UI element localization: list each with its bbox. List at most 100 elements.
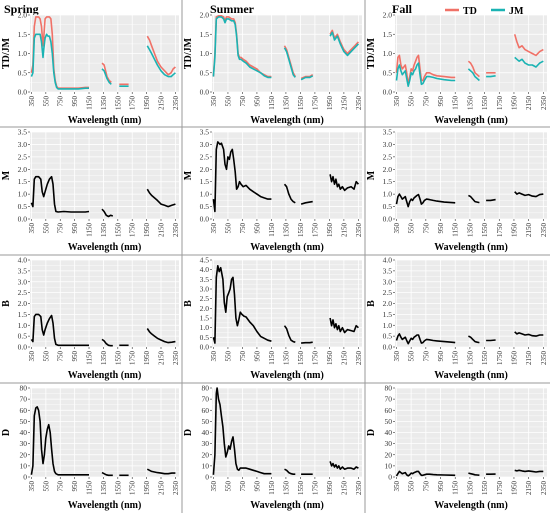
x-tick-label: 550 xyxy=(42,223,50,234)
y-axis-title: M xyxy=(183,170,194,180)
series-line-jm xyxy=(283,47,296,78)
x-tick-label: 1750 xyxy=(496,95,504,110)
y-tick-label: 40 xyxy=(202,428,210,437)
series-line-m xyxy=(212,141,272,213)
x-tick-label: 1750 xyxy=(496,480,504,495)
y-tick-label: 0 xyxy=(23,473,27,482)
series-line-m xyxy=(468,194,480,204)
x-tick-label: 1950 xyxy=(143,96,151,111)
series-line-td xyxy=(513,34,544,57)
x-tick-label: 750 xyxy=(57,481,65,492)
series-line-td xyxy=(467,60,480,78)
x-tick-label: 1150 xyxy=(86,481,94,495)
y-tick-label: 3.5 xyxy=(18,266,28,275)
y-tick-label: 0.0 xyxy=(18,343,28,352)
y-tick-label: 1.0 xyxy=(200,190,210,199)
x-tick-label: 2350 xyxy=(172,351,180,366)
y-tick-label: 0.0 xyxy=(383,215,393,224)
x-tick-label: 1350 xyxy=(282,351,290,366)
x-tick-label: 1750 xyxy=(129,223,137,238)
series-line-td xyxy=(395,54,456,86)
x-tick-label: 2350 xyxy=(172,223,180,238)
x-tick-label: 1950 xyxy=(326,96,334,111)
x-tick-label: 1750 xyxy=(129,481,137,496)
y-tick-label: 0.5 xyxy=(383,68,393,77)
y-tick-label: 10 xyxy=(202,461,210,470)
series-line-m xyxy=(146,188,176,208)
y-tick-label: 0.0 xyxy=(18,88,28,97)
x-tick-label: 950 xyxy=(437,351,445,362)
y-tick-label: 60 xyxy=(202,406,210,415)
y-tick-label: 3.0 xyxy=(18,140,28,149)
series-line-jm xyxy=(300,75,314,81)
panel-b_summer: 0.00.51.01.52.02.53.03.54.04.5 350 550 750 9… xyxy=(183,256,363,382)
x-tick-label: 1150 xyxy=(452,223,460,237)
column-title: Summer xyxy=(210,2,255,16)
y-tick-label: 1.0 xyxy=(18,49,28,58)
y-tick-label: 1.5 xyxy=(18,30,28,39)
y-tick-label: 1.5 xyxy=(383,177,393,186)
x-axis-title: Wavelength (nm) xyxy=(434,115,508,126)
x-tick-label: 1150 xyxy=(268,96,276,110)
series-line-b xyxy=(329,317,359,334)
x-tick-label: 950 xyxy=(71,481,79,492)
panel-m_fall: 0.0 0.5 1.0 1.5 2.0 2.5 3.0 3.5 350 550 750 950 1150… xyxy=(366,128,548,254)
y-axis-title: D xyxy=(1,429,12,436)
series-line-m xyxy=(395,193,456,208)
x-tick-label: 550 xyxy=(224,223,232,234)
x-tick-label: 1350 xyxy=(100,481,108,496)
y-tick-label: 1.5 xyxy=(383,30,393,39)
series-line-d xyxy=(395,470,456,477)
series-line-d xyxy=(101,471,113,477)
y-tick-label: 1.5 xyxy=(18,177,28,186)
x-tick-label: 750 xyxy=(57,223,65,234)
series-line-b xyxy=(283,325,296,343)
series-line-m xyxy=(514,191,544,198)
series-line-jm xyxy=(212,16,272,79)
y-tick-label: 60 xyxy=(385,406,393,415)
x-tick-label: 1350 xyxy=(466,223,474,238)
x-tick-label: 1750 xyxy=(311,481,319,496)
x-tick-label: 750 xyxy=(422,96,430,107)
column-title: Fall xyxy=(392,2,413,16)
x-tick-label: 2150 xyxy=(340,223,348,238)
series-line-jm xyxy=(30,33,89,90)
x-tick-label: 1550 xyxy=(114,481,122,496)
x-tick-label: 1950 xyxy=(326,351,334,366)
x-tick-label: 2150 xyxy=(340,96,348,111)
y-tick-label: 0 xyxy=(388,473,392,482)
x-tick-label: 1150 xyxy=(268,223,276,237)
y-tick-label: 30 xyxy=(20,439,28,448)
x-tick-label: 1750 xyxy=(496,350,504,365)
series-line-jm xyxy=(146,45,176,78)
x-tick-label: 1350 xyxy=(100,96,108,111)
x-tick-label: 1750 xyxy=(311,351,319,366)
panel-m_summer: 0.0 0.5 1.0 1.5 2.0 2.5 3.0 3.5 350 550 750 950 1150… xyxy=(183,128,363,254)
series-line-m xyxy=(283,183,296,204)
y-tick-label: 3.5 xyxy=(200,128,210,137)
series-line-jm xyxy=(101,68,112,85)
x-tick-label: 1550 xyxy=(481,223,489,238)
panel-td_jm_summer: 0.0 0.5 1.0 1.5 2.0 350 550 750 950 1150 1350 1550 1… xyxy=(183,11,363,127)
series-line-m xyxy=(329,174,360,192)
x-tick-label: 550 xyxy=(224,351,232,362)
x-tick-label: 1550 xyxy=(114,351,122,366)
y-tick-label: 0.0 xyxy=(383,88,393,97)
x-tick-label: 1950 xyxy=(143,481,151,496)
x-tick-label: 350 xyxy=(28,351,36,362)
y-tick-label: 20 xyxy=(202,450,210,459)
y-tick-label: 0.5 xyxy=(200,202,210,211)
x-tick-label: 350 xyxy=(28,481,36,492)
y-tick-label: 3.0 xyxy=(200,140,210,149)
x-tick-label: 2350 xyxy=(355,481,363,496)
series-line-m xyxy=(30,175,90,213)
y-tick-label: 2.0 xyxy=(200,304,210,313)
series-line-d xyxy=(146,468,176,475)
x-tick-label: 750 xyxy=(422,223,430,234)
x-tick-label: 550 xyxy=(224,96,232,107)
panel-b_spring: 0.0 0.5 1.0 1.5 2.0 2.5 3.0 3.54.0 350 550 750 950 1… xyxy=(1,256,180,382)
y-tick-label: 4.0 xyxy=(383,256,393,265)
x-tick-label: 1550 xyxy=(297,223,305,238)
y-axis-title: B xyxy=(1,300,12,307)
